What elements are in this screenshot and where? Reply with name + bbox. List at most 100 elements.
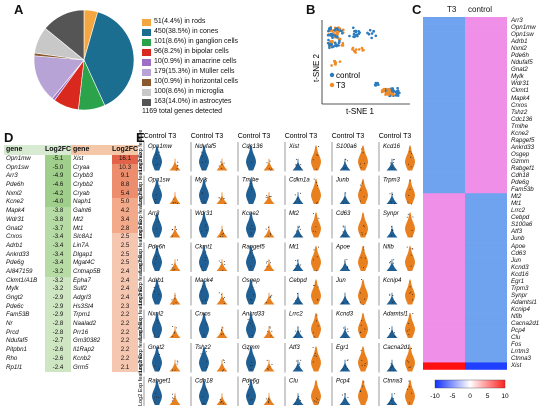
violin-point (411, 229, 413, 231)
violin-point (158, 335, 160, 337)
heatmap-gene-label: Ckmt1 (511, 87, 529, 95)
violin-y-label: Log2 Exp feature max (138, 285, 144, 339)
violin-point (410, 291, 412, 293)
violin-cell: Adamtsl1 (378, 309, 415, 339)
violin-point (224, 362, 226, 364)
violin-gene-label: Clu (289, 379, 299, 385)
violin-point (201, 285, 203, 287)
violin-point (251, 334, 253, 336)
violin-cell: Ctnna3 (378, 376, 415, 406)
table-log2fc-cell: -2.8 (45, 328, 71, 338)
table-log2fc-cell: 2.5 (112, 233, 138, 242)
violin-point (172, 202, 174, 204)
heatmap-gene-label: Kcne2 (511, 129, 529, 137)
tsne-point (338, 37, 342, 41)
violin-control (199, 145, 209, 171)
violin-point (176, 360, 178, 362)
violin-cell: Jun (331, 276, 368, 306)
table-row: Wdr31 -3.8 (4, 215, 71, 225)
violin-point (294, 194, 296, 196)
violin-point (360, 279, 362, 281)
heatmap-cell (465, 143, 507, 152)
table-log2fc-cell: 2.8 (112, 224, 138, 234)
table-log2fc-cell: 2.2 (112, 320, 138, 329)
table-row: Grm5 2.1 (71, 363, 138, 373)
violin-point (251, 225, 253, 227)
violin-point (270, 234, 272, 236)
violin-point (412, 313, 414, 315)
violin-control (386, 393, 398, 405)
heatmap-cell (423, 306, 465, 314)
violin-control (339, 225, 351, 238)
violin-point (250, 228, 252, 230)
pie-slice (44, 9, 85, 61)
violin-point (177, 202, 179, 204)
violin-point (389, 294, 391, 296)
violin-point (298, 396, 300, 398)
violin-point (153, 200, 155, 202)
table-downregulated: gene Log2FC Opn1mw -5.1 Opn1sw -5.0 Arr3 -4.9… (4, 145, 71, 373)
violin-point (408, 195, 410, 197)
table-row: Crybb2 8.8 (71, 181, 138, 190)
violin-point (266, 261, 268, 263)
violin-point (411, 299, 413, 301)
violin-gene-label: Crxos (195, 312, 211, 318)
violin-point (295, 230, 297, 232)
tsne-point (330, 29, 334, 33)
violin-point (408, 333, 410, 335)
violin-point (205, 303, 207, 305)
heatmap-cell (465, 284, 507, 293)
tsne-point (348, 34, 351, 38)
violin-cell: Xist (284, 142, 321, 172)
violin-point (390, 202, 392, 204)
violin-gene-label: Apoe (335, 245, 351, 251)
violin-point (347, 367, 349, 369)
violin-point (253, 382, 255, 384)
violin-point (409, 292, 411, 294)
violin-t3 (358, 178, 368, 204)
tsne-point (360, 46, 364, 50)
table-log2fc-cell: 3.4 (112, 215, 138, 225)
heatmap-cell (423, 52, 465, 60)
table-log2fc-cell: 2.4 (112, 294, 138, 303)
violin-cell: Apoe (331, 242, 368, 272)
heatmap-cell (465, 66, 507, 74)
heatmap-cell (465, 108, 507, 116)
table-row: Adrb1 -3.4 (4, 241, 71, 251)
violin-point (221, 229, 223, 231)
violin-point (265, 262, 267, 264)
table-log2fc-cell: 2.1 (112, 363, 138, 373)
heatmap-cell (465, 313, 507, 321)
violin-t3 (405, 379, 415, 405)
violin-control (199, 346, 209, 372)
violin-gene-label: Mt2 (289, 211, 300, 217)
violin-point (347, 359, 349, 361)
violin-point (153, 334, 155, 336)
violin-control (152, 312, 162, 338)
violin-point (174, 369, 176, 371)
violin-t3 (216, 225, 228, 238)
violin-gene-label: Mylk (195, 178, 208, 184)
heatmap-scale-tick: 5 (486, 393, 490, 400)
heatmap-cell (423, 298, 465, 307)
violin-point (153, 336, 155, 338)
violin-point (412, 216, 414, 218)
violin-point (300, 359, 302, 361)
table-row: Xist 16.1 (71, 155, 138, 164)
violin-point (268, 167, 270, 169)
violin-point (359, 292, 361, 294)
violin-t3 (169, 158, 181, 171)
violin-point (267, 235, 269, 237)
violin-point (223, 198, 225, 200)
violin-gene-label: Jun (335, 278, 346, 284)
tsne-point (334, 63, 337, 66)
violin-point (201, 193, 203, 195)
violin-point (409, 366, 411, 368)
violin-control (199, 178, 209, 204)
violin-point (252, 249, 254, 251)
table-row: Crybb3 9.1 (71, 172, 138, 182)
heatmap-cell (423, 355, 465, 363)
violin-point (157, 397, 159, 399)
violin-point (360, 332, 362, 334)
violin-cell: Ndufaf5 (190, 142, 228, 172)
